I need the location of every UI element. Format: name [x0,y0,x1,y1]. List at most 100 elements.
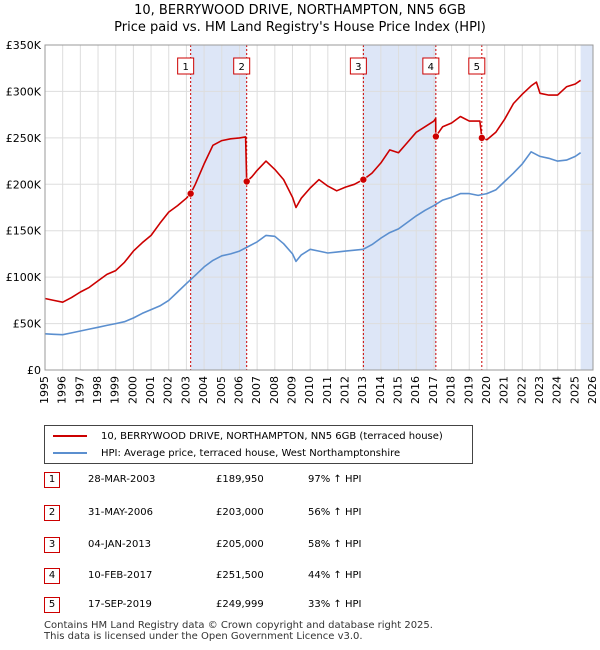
sale-row: 3 04-JAN-2013 £205,000 58% ↑ HPI [44,537,444,553]
sale-point [186,189,195,198]
shaded-range [363,45,436,370]
footer-line-1: Contains HM Land Registry data © Crown c… [44,620,433,631]
sale-row: 2 31-MAY-2006 £203,000 56% ↑ HPI [44,505,444,521]
sale-number-badge: 2 [44,505,60,521]
sale-row: 1 28-MAR-2003 £189,950 97% ↑ HPI [44,472,444,488]
legend-swatch-hpi [53,452,87,454]
title-line-2: Price paid vs. HM Land Registry's House … [114,20,486,35]
price-chart: 1 2 3 4 5 £0 £50K £100K £150K £200K £250K £300K £35… [6,39,599,404]
sale-hpi-change: 58% ↑ HPI [308,539,362,550]
sale-points [186,132,486,198]
x-tick-label: 2006 [232,376,245,404]
sale-marker-box [422,57,440,75]
x-tick-label: 2001 [144,376,157,404]
x-tick-label: 2000 [126,376,139,404]
x-tick-label: 2009 [285,376,298,404]
x-tick-label: 2005 [215,376,228,404]
shaded-range [580,45,593,370]
x-tick-label: 2014 [374,376,387,404]
sale-marker-label: 5 [474,62,480,73]
legend-item-property: 10, BERRYWOOD DRIVE, NORTHAMPTON, NN5 6G… [53,429,443,443]
x-tick-label: 2008 [268,376,281,404]
plot-frame [44,44,594,371]
property-price-line [44,79,582,304]
sale-point [478,134,486,142]
x-tick-label: 2023 [533,376,546,404]
sale-hpi-change: 44% ↑ HPI [308,570,362,581]
x-tick-label: 2007 [250,376,263,404]
x-tick-label: 2012 [339,376,352,404]
sale-marker-label: 3 [355,62,361,73]
x-tick-label: 2021 [498,376,511,404]
x-tick-label: 2004 [197,376,210,404]
title-line-1: 10, BERRYWOOD DRIVE, NORTHAMPTON, NN5 6G… [134,3,466,18]
sale-number-badge: 4 [44,568,60,584]
legend: 10, BERRYWOOD DRIVE, NORTHAMPTON, NN5 6G… [44,425,473,464]
legend-label-hpi: HPI: Average price, terraced house, West… [101,447,401,459]
footer-attribution: Contains HM Land Registry data © Crown c… [44,620,433,642]
shaded-range [190,45,247,370]
legend-label-property: 10, BERRYWOOD DRIVE, NORTHAMPTON, NN5 6G… [101,430,443,442]
sale-row: 4 10-FEB-2017 £251,500 44% ↑ HPI [44,568,444,584]
x-tick-label: 2020 [480,376,493,404]
sale-price: £203,000 [216,507,264,518]
hpi-line [44,151,582,336]
footer-line-2: This data is licensed under the Open Gov… [44,631,363,642]
x-tick-label: 2025 [568,376,581,404]
sale-point [242,177,251,186]
sale-point [432,132,440,141]
x-tick-label: 2010 [303,376,316,404]
sale-number-badge: 5 [44,597,60,613]
y-tick-label: £150K [6,225,42,238]
series-lines [44,79,582,336]
shaded-regions [190,45,593,370]
x-tick-label: 1998 [91,376,104,404]
sale-marker-label: 1 [182,62,188,73]
sale-date: 17-SEP-2019 [88,599,152,610]
y-tick-label: £50K [13,318,42,331]
sale-price: £189,950 [216,474,264,485]
sale-markers: 1 2 3 4 5 [177,57,486,75]
x-tick-label: 2013 [356,376,369,404]
y-tick-label: £100K [6,271,42,284]
x-tick-label: 2016 [409,376,422,404]
sale-date: 28-MAR-2003 [88,474,156,485]
sale-marker-box [233,57,251,75]
x-tick-label: 2011 [321,376,334,404]
sale-price: £251,500 [216,570,264,581]
y-axis-tick-labels: £0 £50K £100K £150K £200K £250K £300K £350K [6,39,42,377]
sale-row: 5 17-SEP-2019 £249,999 33% ↑ HPI [44,597,444,613]
sale-marker-box [177,57,195,75]
y-tick-label: £250K [6,132,42,145]
sale-point [359,175,368,184]
sale-hpi-change: 97% ↑ HPI [308,474,362,485]
x-tick-label: 1997 [73,376,86,404]
x-tick-label: 2015 [392,376,405,404]
y-tick-label: £200K [6,178,42,191]
sale-date: 10-FEB-2017 [88,570,153,581]
x-axis-tick-labels: 1995 1996 1997 1998 1999 2000 2001 2002 2003 2004… [38,376,599,404]
x-tick-label: 2002 [162,376,175,404]
y-tick-label: £0 [27,364,41,377]
sale-date: 31-MAY-2006 [88,507,154,518]
x-tick-label: 2026 [586,376,599,404]
x-tick-label: 2019 [462,376,475,404]
x-tick-label: 2003 [179,376,192,404]
chart-title: 10, BERRYWOOD DRIVE, NORTHAMPTON, NN5 6G… [0,2,600,36]
x-tick-label: 2022 [515,376,528,404]
sale-number-badge: 3 [44,537,60,553]
x-tick-label: 2024 [551,376,564,404]
x-tick-label: 1996 [56,376,69,404]
sale-marker-box [349,57,367,75]
x-tick-label: 1999 [109,376,122,404]
sale-date: 04-JAN-2013 [88,539,152,550]
legend-item-hpi: HPI: Average price, terraced house, West… [53,446,400,460]
y-tick-label: £300K [6,85,42,98]
x-tick-label: 1995 [38,376,51,404]
y-tick-label: £350K [6,39,42,52]
sale-marker-label: 2 [239,62,245,73]
sale-hpi-change: 56% ↑ HPI [308,507,362,518]
sale-price: £205,000 [216,539,264,550]
sale-marker-label: 4 [428,62,434,73]
x-tick-label: 2017 [427,376,440,404]
